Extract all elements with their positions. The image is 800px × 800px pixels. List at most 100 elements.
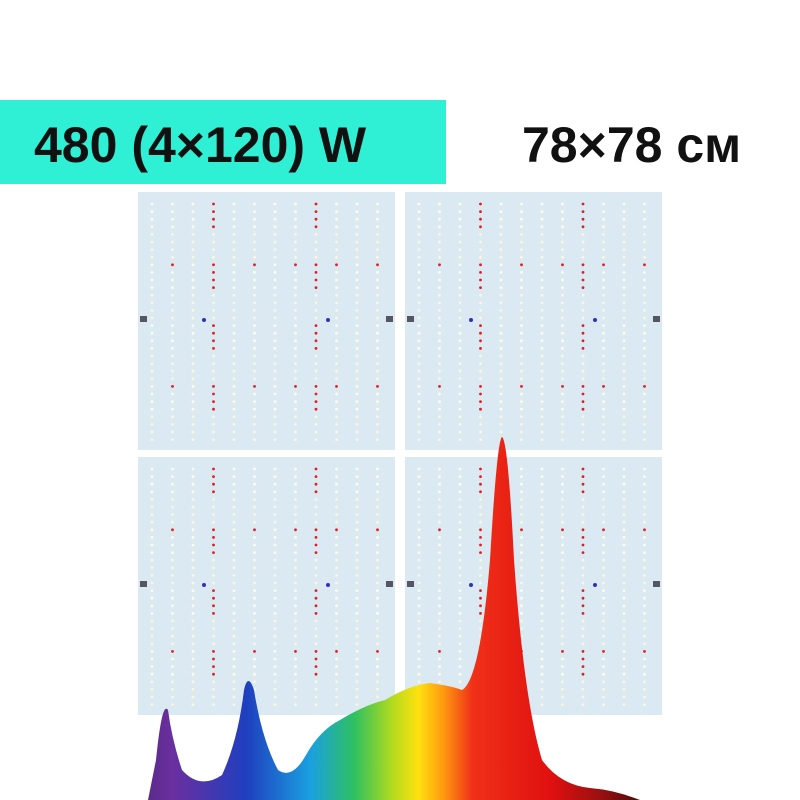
led [294, 331, 297, 335]
led [438, 278, 441, 282]
led [273, 331, 277, 335]
led [581, 240, 585, 244]
led [150, 634, 154, 638]
led [561, 263, 564, 267]
led [171, 316, 174, 320]
led [212, 482, 215, 486]
connector [407, 581, 414, 587]
led [314, 688, 318, 691]
led [458, 385, 462, 388]
led [232, 650, 236, 653]
led [643, 324, 646, 327]
led [499, 271, 503, 274]
led [643, 612, 646, 615]
led [335, 377, 338, 381]
led [212, 475, 215, 478]
led [417, 217, 421, 221]
led [171, 339, 174, 343]
led [458, 225, 462, 229]
led [520, 604, 523, 608]
led [355, 612, 359, 615]
led [294, 324, 297, 327]
led [479, 513, 482, 516]
led [622, 255, 626, 259]
led [253, 536, 256, 539]
led [520, 543, 523, 547]
led [212, 657, 215, 661]
led [479, 604, 482, 608]
led [622, 263, 626, 267]
led [171, 650, 174, 653]
led [232, 482, 236, 486]
led [294, 672, 297, 676]
led [561, 566, 564, 570]
led [479, 210, 482, 214]
led [581, 369, 585, 373]
led [335, 316, 338, 320]
led [581, 695, 585, 699]
led [202, 583, 206, 587]
led [212, 650, 215, 653]
led [602, 377, 605, 381]
led [417, 430, 421, 434]
led [622, 566, 626, 570]
led [150, 672, 154, 676]
led [520, 240, 523, 244]
led [417, 498, 421, 501]
led [499, 385, 503, 388]
led [417, 354, 421, 358]
led [253, 407, 256, 411]
led [294, 581, 297, 585]
led [314, 286, 318, 289]
led [417, 369, 421, 373]
led [232, 324, 236, 327]
led [191, 415, 195, 419]
led [335, 627, 338, 630]
led [314, 558, 318, 562]
led [581, 634, 585, 638]
led [376, 225, 379, 229]
led [294, 415, 297, 419]
led-panel [138, 457, 395, 715]
led [520, 347, 523, 350]
spectrum-curve [148, 437, 640, 800]
led [294, 604, 297, 608]
led [438, 293, 441, 297]
led [314, 482, 318, 486]
led [602, 543, 605, 547]
led [479, 543, 482, 547]
led [417, 657, 421, 661]
led [273, 536, 277, 539]
led [314, 589, 318, 592]
led [335, 331, 338, 335]
led [581, 642, 585, 646]
led [150, 286, 154, 289]
led [479, 482, 482, 486]
led [458, 513, 462, 516]
led [458, 430, 462, 434]
led [622, 695, 626, 699]
led [458, 293, 462, 297]
led [171, 551, 174, 554]
led [212, 369, 215, 373]
led [253, 513, 256, 516]
led [171, 665, 174, 668]
led [273, 657, 277, 661]
led [540, 619, 544, 623]
led [479, 581, 482, 585]
led [561, 354, 564, 358]
led [643, 339, 646, 343]
led [253, 354, 256, 358]
led [212, 574, 215, 577]
led [294, 490, 297, 494]
led [191, 369, 195, 373]
led [581, 672, 585, 676]
led [253, 339, 256, 343]
led [622, 324, 626, 327]
led [314, 362, 318, 365]
led [273, 316, 277, 320]
led [314, 536, 318, 539]
led [314, 217, 318, 221]
led [561, 278, 564, 282]
led [417, 467, 421, 471]
